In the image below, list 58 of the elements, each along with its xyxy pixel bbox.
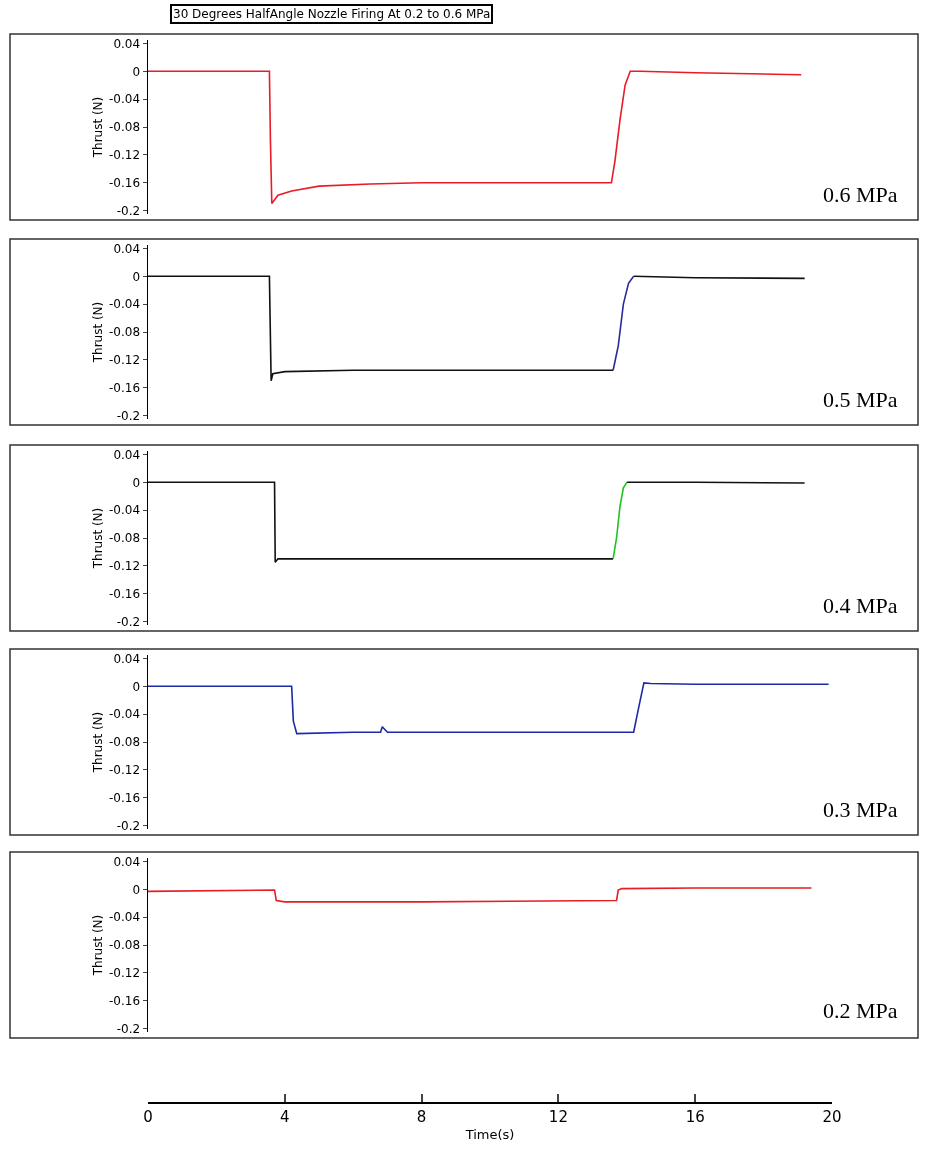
y-tick-label: -0.16 (109, 586, 141, 601)
y-tick-label: 0 (132, 475, 141, 490)
x-tick-label: 4 (280, 1108, 290, 1126)
line-series (612, 481, 628, 560)
y-tick-label: 0 (132, 64, 141, 79)
y-tick-label: -0.16 (109, 175, 141, 190)
y-tick-label: -0.04 (109, 297, 141, 312)
y-tick-label: 0 (132, 882, 141, 897)
x-tick-label: 8 (416, 1108, 427, 1126)
y-tick-label: -0.16 (109, 993, 141, 1008)
y-tick-label: -0.2 (116, 614, 141, 629)
annotation: 0.4 MPa (823, 593, 898, 618)
y-tick-label: -0.04 (109, 910, 141, 925)
y-tick-label: -0.12 (109, 148, 141, 163)
y-tick-label: -0.16 (109, 380, 141, 395)
y-tick-label: -0.16 (109, 790, 141, 805)
x-tick-label: 20 (822, 1108, 842, 1126)
y-tick-label: -0.08 (109, 531, 141, 546)
x-axis-title: Time(s) (464, 1127, 515, 1143)
y-tick-label: -0.2 (116, 1021, 141, 1036)
x-tick-label: 16 (685, 1108, 705, 1126)
y-tick-label: 0.04 (113, 447, 141, 462)
y-tick-label: -0.2 (116, 408, 141, 423)
y-axis-title: Thrust (N) (90, 507, 105, 570)
x-tick-label: 0 (143, 1108, 153, 1126)
line-series (148, 682, 830, 735)
y-tick-label: -0.08 (109, 938, 141, 953)
line-series (148, 887, 813, 903)
y-tick-label: 0.04 (113, 241, 141, 256)
y-tick-label: -0.12 (109, 763, 141, 778)
annotation: 0.6 MPa (823, 182, 898, 207)
y-axis-title: Thrust (N) (90, 711, 105, 774)
x-tick-label: 12 (548, 1108, 568, 1126)
y-axis-title: Thrust (N) (90, 914, 105, 977)
y-tick-label: 0 (132, 679, 141, 694)
y-tick-label: -0.2 (116, 818, 141, 833)
y-tick-label: -0.12 (109, 353, 141, 368)
y-tick-label: 0 (132, 269, 141, 284)
chart-title: 30 Degrees HalfAngle Nozzle Firing At 0.2 to 0.6 MPa (173, 7, 491, 21)
y-tick-label: -0.08 (109, 120, 141, 135)
annotation: 0.5 MPa (823, 387, 898, 412)
y-axis-title: Thrust (N) (90, 96, 105, 159)
y-tick-label: 0.04 (113, 854, 141, 869)
line-series (612, 275, 635, 372)
annotation: 0.2 MPa (823, 998, 898, 1023)
y-axis-title: Thrust (N) (90, 301, 105, 364)
y-tick-label: -0.04 (109, 503, 141, 518)
y-tick-label: -0.08 (109, 735, 141, 750)
y-tick-label: -0.04 (109, 707, 141, 722)
y-tick-label: -0.04 (109, 92, 141, 107)
line-series (148, 70, 803, 205)
y-tick-label: -0.12 (109, 559, 141, 574)
annotation: 0.3 MPa (823, 797, 898, 822)
y-tick-label: -0.08 (109, 325, 141, 340)
y-tick-label: -0.2 (116, 203, 141, 218)
y-tick-label: -0.12 (109, 966, 141, 981)
y-tick-label: 0.04 (113, 36, 141, 51)
y-tick-label: 0.04 (113, 651, 141, 666)
